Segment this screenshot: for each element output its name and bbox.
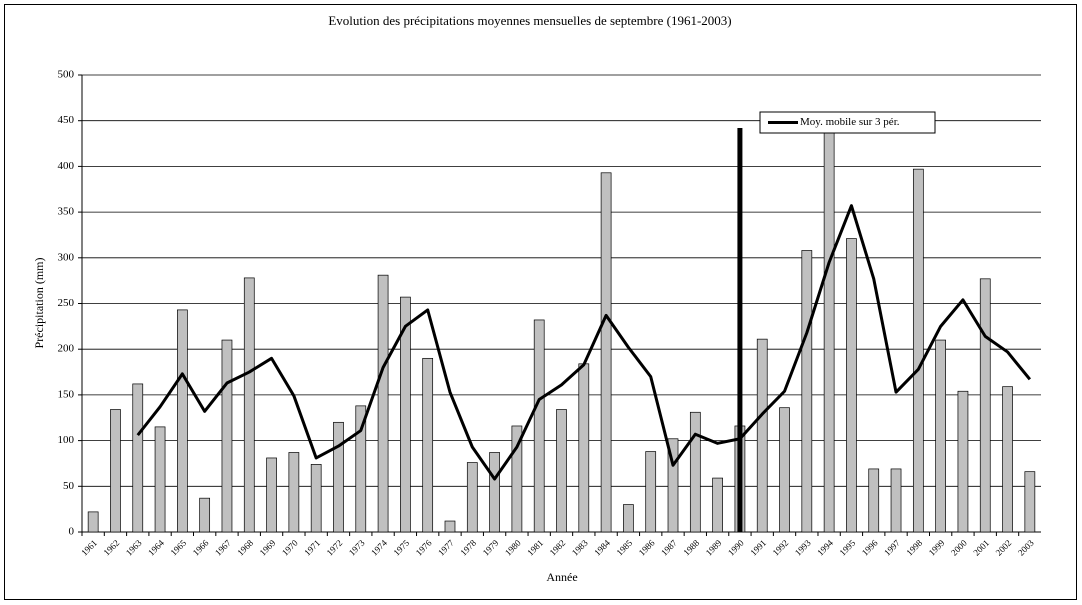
y-tick-label: 200 (58, 343, 75, 355)
bar (177, 309, 188, 533)
x-axis-label: Année (546, 570, 577, 584)
legend-label: Moy. mobile sur 3 pér. (800, 116, 900, 128)
bar (110, 409, 121, 533)
bar (333, 421, 344, 533)
bar (600, 172, 612, 533)
y-tick-label: 0 (69, 526, 75, 538)
y-tick-label: 400 (58, 160, 75, 172)
bar (689, 411, 701, 533)
bar (712, 477, 723, 533)
y-tick-label: 500 (58, 69, 75, 81)
bar (890, 468, 902, 533)
bar (578, 363, 590, 533)
bar (243, 277, 255, 533)
y-tick-label: 50 (63, 480, 75, 492)
bar (779, 407, 790, 533)
bar (801, 250, 813, 533)
bar (132, 383, 144, 533)
y-tick-label: 350 (58, 206, 75, 218)
bar (154, 426, 166, 533)
bar (533, 319, 545, 533)
bar (377, 274, 389, 533)
y-tick-label: 100 (58, 434, 75, 446)
bar (935, 339, 946, 533)
bar (756, 338, 768, 533)
y-tick-label: 250 (58, 297, 75, 309)
bar (623, 504, 634, 533)
bar (912, 168, 924, 533)
bar (87, 511, 99, 533)
bar (466, 462, 478, 533)
y-tick-label: 450 (58, 114, 75, 126)
bar (511, 425, 523, 533)
bar (979, 278, 991, 533)
y-axis-label: Précipitation (mm) (32, 258, 46, 349)
bar (868, 468, 880, 533)
bar (221, 339, 233, 533)
bar (823, 128, 835, 533)
bar (957, 390, 969, 533)
bar (1024, 471, 1036, 533)
bar (400, 296, 411, 533)
moving-average-line (136, 204, 1032, 481)
bar (645, 451, 657, 533)
bar (199, 497, 211, 533)
bar (355, 405, 367, 533)
bar (266, 457, 277, 533)
bar (1002, 386, 1013, 533)
bar (489, 452, 500, 533)
bar (444, 520, 456, 533)
chart-title: Evolution des précipitations moyennes me… (328, 13, 731, 28)
legend-box (759, 111, 936, 134)
bar (288, 452, 300, 533)
bar (556, 409, 567, 533)
y-tick-label: 150 (58, 388, 75, 400)
y-tick-label: 300 (58, 251, 75, 263)
bar (422, 357, 434, 533)
bar (846, 238, 857, 533)
bar (667, 438, 679, 533)
bar (310, 464, 322, 533)
